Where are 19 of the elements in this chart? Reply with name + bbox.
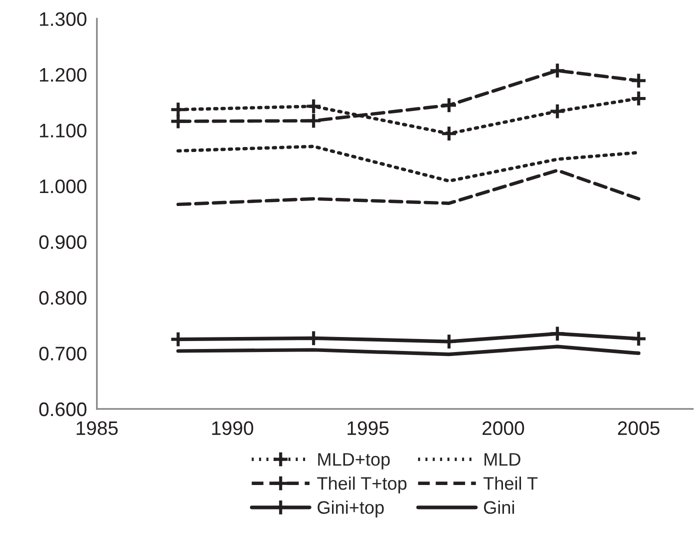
legend-label: Theil T xyxy=(483,476,538,490)
y-tick-label: 0.900 xyxy=(39,235,86,249)
x-tick-label: 1995 xyxy=(348,421,389,436)
y-tick-label: 1.000 xyxy=(40,179,86,194)
legend-label: Theil T+top xyxy=(317,476,407,494)
x-tick-label: 1985 xyxy=(76,421,118,436)
x-tick-label: 2000 xyxy=(482,421,524,436)
x-tick-label: 1990 xyxy=(212,421,254,436)
legend-label: MLD+top xyxy=(318,453,390,470)
legend-label: MLD xyxy=(484,453,520,466)
y-tick-label: 1.200 xyxy=(40,68,86,82)
legend-label: Gini xyxy=(484,500,514,514)
x-tick-label: 2005 xyxy=(618,421,660,436)
y-tick-label: 0.800 xyxy=(39,290,86,305)
y-tick-label: 1.100 xyxy=(40,124,86,138)
y-tick-label: 0.700 xyxy=(39,346,86,360)
y-tick-label: 0.600 xyxy=(39,402,86,416)
y-tick-label: 1.300 xyxy=(40,12,86,26)
legend-label: Gini+top xyxy=(318,500,384,518)
